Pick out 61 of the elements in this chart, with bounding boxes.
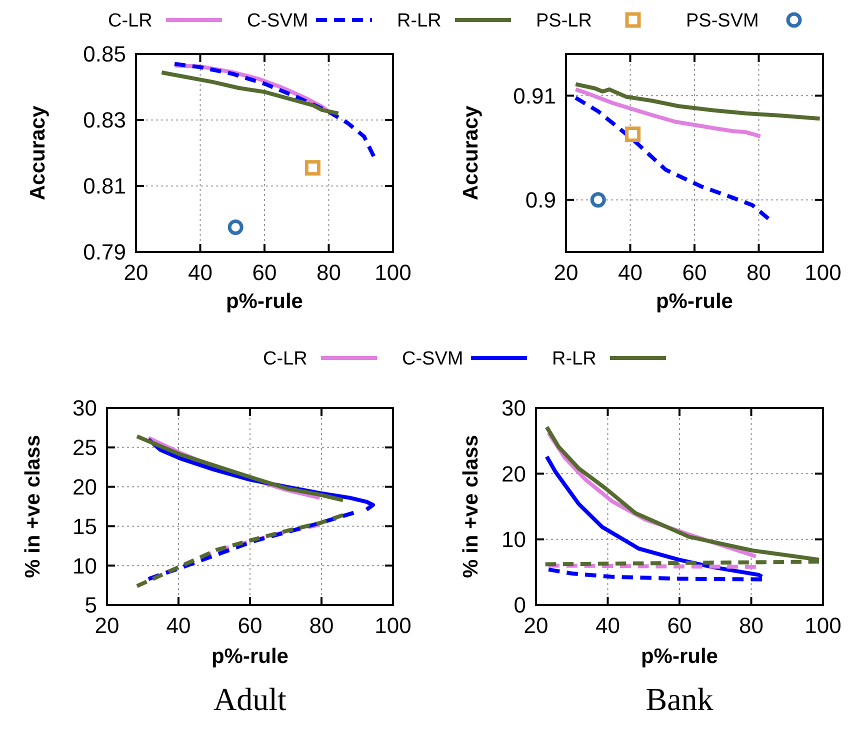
y-axis-title: Accuracy [26, 105, 50, 200]
x-axis-title: p%-rule [656, 290, 734, 313]
x-tick-label: 20 [554, 260, 578, 285]
legend-label: C-SVM [247, 10, 308, 32]
y-tick-label: 20 [72, 474, 97, 500]
y-tick-label: 25 [72, 435, 97, 460]
line-series [574, 82, 822, 121]
x-tick-label: 100 [804, 260, 842, 285]
x-axis-title: p%-rule [640, 645, 718, 668]
x-tick-label: 100 [804, 613, 842, 638]
x-tick-label: 60 [252, 260, 277, 285]
y-tick-label: 30 [72, 396, 97, 421]
x-tick-label: 60 [238, 613, 262, 638]
y-tick-label: 30 [502, 396, 526, 421]
y-axis-title: Accuracy [460, 105, 483, 200]
line-series [135, 434, 345, 502]
x-tick-label: 40 [596, 613, 620, 638]
line-series [172, 62, 376, 158]
y-tick-label: 0.9 [525, 188, 556, 213]
x-axis-title: p%-rule [211, 645, 289, 668]
legend-label: PS-SVM [686, 10, 759, 32]
text: Bank [646, 681, 714, 717]
legend-label: C-LR [108, 10, 152, 32]
x-tick-label: 80 [316, 260, 341, 285]
line-series [544, 454, 764, 579]
y-tick-label: 0.85 [83, 42, 126, 67]
x-tick-label: 20 [124, 260, 148, 285]
x-tick-label: 100 [374, 260, 412, 285]
x-tick-label: 80 [746, 260, 771, 285]
line-series [135, 513, 345, 588]
y-tick-label: 0.81 [83, 174, 126, 199]
x-tick-label: 80 [739, 613, 764, 638]
legend-label: PS-LR [536, 10, 592, 32]
x-tick-label: 40 [618, 260, 642, 285]
line-series [160, 70, 340, 116]
line-series [574, 87, 762, 138]
y-tick-label: 10 [502, 527, 526, 552]
x-tick-label: 40 [188, 260, 212, 285]
line-series [574, 96, 770, 221]
line-series [146, 510, 356, 581]
x-tick-label: 60 [682, 260, 707, 285]
x-tick-label: 40 [166, 613, 191, 638]
x-tick-label: 60 [667, 613, 692, 638]
y-tick-label: 20 [502, 461, 526, 486]
x-tick-label: 100 [374, 613, 412, 638]
legend-label: R-LR [552, 348, 596, 370]
x-tick-label: 80 [309, 613, 334, 638]
y-tick-label: 15 [72, 514, 97, 539]
y-tick-label: 0.79 [83, 240, 126, 265]
y-axis-title: % in +ve class [22, 434, 45, 578]
y-tick-label: 0.91 [513, 83, 556, 108]
legend-label: R-LR [397, 10, 442, 32]
y-tick-label: 5 [84, 592, 97, 618]
legend-label: C-LR [263, 348, 308, 370]
y-tick-label: 0.83 [83, 108, 126, 133]
legend-label: C-SVM [402, 348, 464, 370]
text: Adult [214, 681, 287, 717]
y-tick-label: 0 [514, 592, 526, 618]
y-axis-title: % in +ve class [460, 434, 483, 578]
y-tick-label: 10 [72, 553, 97, 578]
x-axis-title: p%-rule [226, 290, 304, 313]
